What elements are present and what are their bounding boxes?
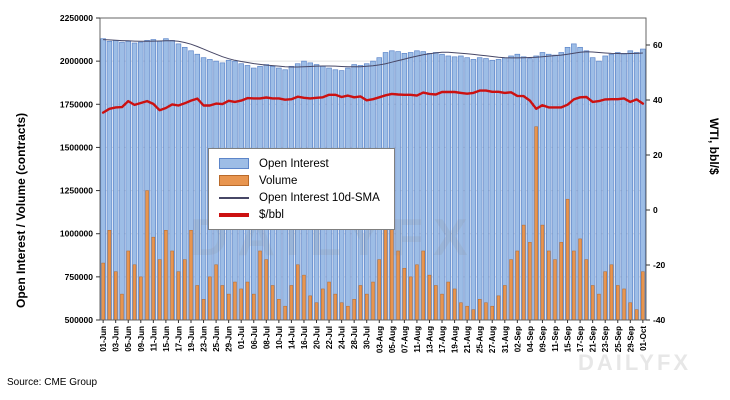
svg-text:05-Aug: 05-Aug [388,326,397,353]
svg-text:09-Sep: 09-Sep [538,326,547,352]
svg-text:01-Oct: 01-Oct [639,326,648,351]
svg-text:15-Sep: 15-Sep [564,326,573,352]
svg-text:04-Sep: 04-Sep [526,326,535,352]
legend-label-sma: Open Interest 10d-SMA [259,191,380,204]
svg-text:17-Aug: 17-Aug [438,326,447,353]
legend-label-volume: Volume [259,174,298,187]
svg-text:09-Jun: 09-Jun [137,326,146,352]
open-interest-swatch [219,158,249,169]
svg-text:28-Jul: 28-Jul [350,326,359,349]
svg-text:16-Jul: 16-Jul [300,326,309,349]
svg-text:29-Jun: 29-Jun [225,326,234,352]
svg-text:06-Jul: 06-Jul [250,326,259,349]
svg-text:1500000: 1500000 [60,142,93,152]
svg-text:03-Jun: 03-Jun [112,326,121,352]
svg-text:40: 40 [653,95,663,105]
svg-text:24-Jul: 24-Jul [338,326,347,349]
svg-text:08-Jul: 08-Jul [262,326,271,349]
right-axis-title: WTI, bbl/$ [707,118,721,175]
svg-text:10-Jul: 10-Jul [275,326,284,349]
svg-text:-20: -20 [653,260,666,270]
svg-text:11-Sep: 11-Sep [551,326,560,352]
svg-text:20-Jul: 20-Jul [313,326,322,349]
svg-text:30-Jul: 30-Jul [363,326,372,349]
svg-text:21-Sep: 21-Sep [589,326,598,352]
svg-text:23-Jun: 23-Jun [200,326,209,352]
svg-text:20: 20 [653,150,663,160]
svg-text:19-Jun: 19-Jun [187,326,196,352]
svg-text:1000000: 1000000 [60,229,93,239]
svg-text:60: 60 [653,40,663,50]
svg-text:11-Jun: 11-Jun [149,326,158,351]
legend-item-volume: Volume [219,174,380,187]
svg-text:05-Jun: 05-Jun [124,326,133,352]
svg-text:17-Sep: 17-Sep [576,326,585,352]
svg-text:19-Aug: 19-Aug [451,326,460,353]
svg-text:1750000: 1750000 [60,99,93,109]
svg-text:25-Sep: 25-Sep [614,326,623,352]
legend-item-sma: Open Interest 10d-SMA [219,191,380,204]
svg-text:01-Jun: 01-Jun [99,326,108,352]
svg-text:17-Jun: 17-Jun [174,326,183,352]
svg-text:14-Jul: 14-Jul [287,326,296,349]
svg-text:02-Sep: 02-Sep [513,326,522,352]
svg-text:1250000: 1250000 [60,186,93,196]
svg-text:31-Aug: 31-Aug [501,326,510,353]
svg-text:-40: -40 [653,315,666,325]
svg-text:21-Aug: 21-Aug [463,326,472,353]
svg-text:750000: 750000 [65,272,94,282]
chart-legend: Open Interest Volume Open Interest 10d-S… [208,148,395,230]
volume-swatch [219,175,249,186]
svg-text:01-Jul: 01-Jul [237,326,246,349]
svg-text:13-Aug: 13-Aug [425,326,434,353]
svg-text:25-Aug: 25-Aug [476,326,485,353]
legend-item-bbl: $/bbl [219,208,380,221]
left-axis-title: Open Interest / Volume (contracts) [14,112,28,308]
svg-text:500000: 500000 [65,315,94,325]
svg-text:27-Aug: 27-Aug [488,326,497,353]
legend-item-open-interest: Open Interest [219,157,380,170]
svg-text:29-Sep: 29-Sep [626,326,635,352]
svg-text:25-Jun: 25-Jun [212,326,221,352]
svg-text:11-Aug: 11-Aug [413,326,422,353]
svg-text:23-Sep: 23-Sep [601,326,610,352]
svg-text:03-Aug: 03-Aug [375,326,384,353]
svg-text:22-Jul: 22-Jul [325,326,334,349]
bbl-line-swatch [219,212,249,217]
svg-text:0: 0 [653,205,658,215]
svg-text:2000000: 2000000 [60,56,93,66]
sma-line-swatch [219,196,249,199]
svg-text:15-Jun: 15-Jun [162,326,171,352]
legend-label-bbl: $/bbl [259,208,284,221]
svg-text:2250000: 2250000 [60,13,93,23]
source-note: Source: CME Group [7,377,98,388]
svg-text:07-Aug: 07-Aug [400,326,409,353]
legend-label-open-interest: Open Interest [259,157,329,170]
